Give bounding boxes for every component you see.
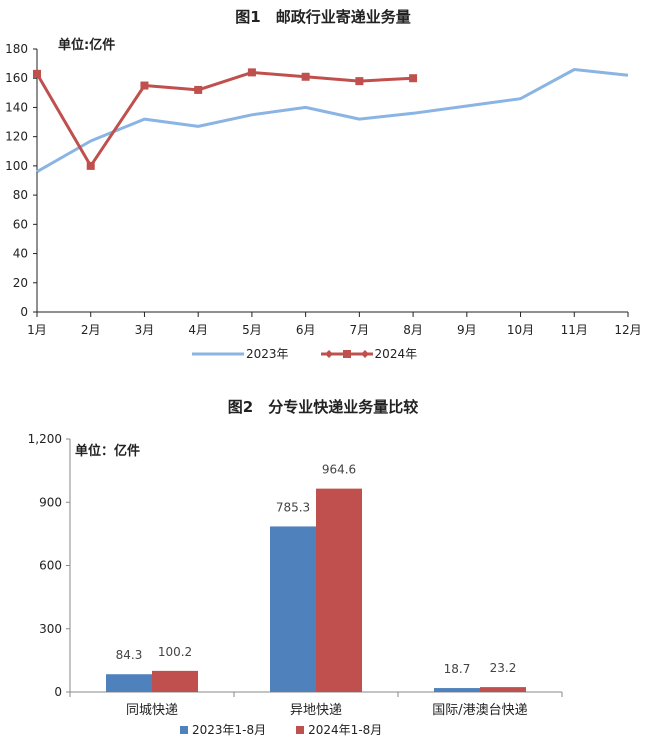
chart1-series-line-2024	[35, 70, 414, 168]
chart2-x-tick-label: 异地快递	[290, 703, 342, 718]
chart1-x-tick-label: 10月	[507, 323, 534, 337]
chart2-legend-label-2024: 2024年1-8月	[308, 723, 383, 737]
chart2-data-label: 18.7	[444, 662, 471, 676]
line-chart-postal-volume: 图1 邮政行业寄递业务量 单位:亿件 0 20 40 60 80 100 120 140 160…	[5, 8, 642, 362]
chart1-x-tick-label: 5月	[242, 323, 262, 337]
chart1-point-2024	[86, 161, 95, 170]
chart1-title: 图1 邮政行业寄递业务量	[235, 8, 411, 26]
chart2-unit-label: 单位：亿件	[75, 444, 141, 459]
chart1-x-tick-label: 2月	[81, 323, 101, 337]
chart2-bar-2024	[316, 488, 362, 692]
chart1-y-tick-label: 0	[20, 305, 28, 319]
chart2-data-label: 964.6	[322, 463, 356, 477]
chart2-y-tick-label: 0	[54, 685, 62, 699]
legend-line-2023-swatch	[192, 352, 244, 355]
chart2-legend-item-2024: 2024年1-8月	[296, 721, 382, 738]
chart1-x-tick-label: 9月	[457, 323, 477, 337]
chart1-y-tick-label: 40	[13, 247, 28, 261]
chart1-x-tick-label: 4月	[188, 323, 208, 337]
chart2-y-tick-label: 1,200	[28, 432, 62, 446]
chart2-data-label: 23.2	[490, 661, 517, 675]
chart1-y-tick-label: 120	[5, 130, 28, 144]
chart1-y-tick-label: 140	[5, 100, 28, 114]
chart2-y-tick-label: 900	[39, 495, 62, 509]
chart1-y-tick-label: 160	[5, 71, 28, 85]
chart1-legend: 2023年 2024年	[190, 345, 447, 362]
chart1-y-tick-label: 180	[5, 42, 28, 56]
chart2-x-tick-label: 国际/港澳台快递	[432, 702, 527, 718]
chart2-bar-2023	[434, 688, 480, 692]
chart1-plot: 0 20 40 60 80 100 120 140 160 180 1月 2月 3月 4月 5月 6月 7月 8月…	[5, 42, 642, 337]
chart2-bar-2024	[480, 687, 526, 692]
chart2-bar-2023	[106, 674, 152, 692]
legend-swatch-2024	[296, 725, 305, 734]
chart2-y-tick-label: 300	[39, 622, 62, 636]
chart1-x-tick-label: 7月	[350, 323, 370, 337]
legend-swatch-2023	[180, 725, 188, 734]
chart2-x-tick-label: 同城快递	[126, 703, 178, 718]
chart1-y-tick-label: 80	[13, 188, 28, 202]
chart2-legend-item-2023: 2023年1-8月	[180, 721, 266, 738]
chart1-point-2024	[194, 85, 203, 94]
chart2-title: 图2 分专业快递业务量比较	[227, 398, 419, 416]
chart1-point-2024	[247, 68, 256, 77]
chart2-legend-label-2023: 2023年1-8月	[192, 723, 267, 737]
chart1-point-2024	[409, 74, 418, 83]
chart1-series-line-2023	[36, 68, 629, 174]
chart2-bar-2024	[152, 670, 198, 692]
chart1-y-tick-label: 20	[13, 276, 28, 290]
chart2-y-tick-label: 600	[39, 559, 62, 573]
chart1-legend-label-2024: 2024年	[374, 347, 418, 361]
chart1-y-tick-label: 100	[5, 159, 28, 173]
chart2-data-label: 84.3	[116, 648, 143, 662]
chart1-x-tick-label: 11月	[561, 323, 588, 337]
chart1-x-tick-label: 8月	[403, 323, 423, 337]
chart1-legend-item-2023: 2023年	[190, 345, 289, 362]
chart1-point-2024	[301, 72, 310, 81]
chart2-legend: 2023年1-8月 2024年1-8月	[180, 721, 412, 738]
chart1-point-2024	[355, 77, 364, 86]
chart1-y-tick-label: 60	[13, 217, 28, 231]
chart1-point-2024	[33, 69, 41, 78]
legend-line-2024-swatch	[320, 349, 373, 358]
chart2-data-label: 785.3	[276, 500, 310, 514]
chart2-bar-2023	[270, 526, 316, 692]
chart1-unit-label: 单位:亿件	[58, 38, 116, 53]
chart1-x-tick-label: 12月	[614, 323, 641, 337]
bar-chart-express-volume: 图2 分专业快递业务量比较 单位：亿件 0 300 600 900 1,200 同城快递 8…	[0, 392, 646, 739]
chart1-legend-label-2023: 2023年	[246, 347, 289, 361]
chart2-plot: 0 300 600 900 1,200 同城快递 84.3 100.2 异地快递 785.3 964…	[28, 432, 563, 718]
chart2-data-label: 100.2	[158, 645, 192, 659]
chart1-point-2024	[140, 81, 149, 90]
chart1-legend-item-2024: 2024年	[319, 345, 418, 362]
chart1-x-tick-label: 3月	[135, 323, 155, 337]
chart1-x-tick-label: 1月	[27, 323, 47, 337]
chart1-x-tick-label: 6月	[296, 323, 316, 337]
